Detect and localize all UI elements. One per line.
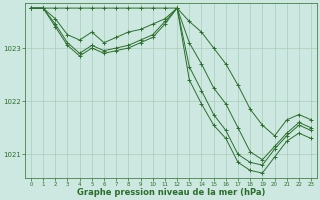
X-axis label: Graphe pression niveau de la mer (hPa): Graphe pression niveau de la mer (hPa) [77,188,265,197]
